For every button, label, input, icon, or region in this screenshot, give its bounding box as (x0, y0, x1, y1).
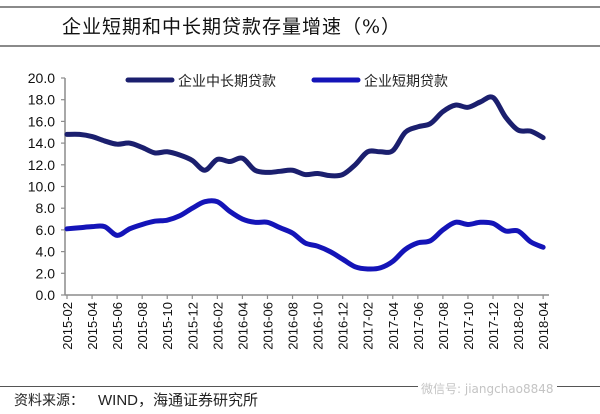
source-label: 资料来源： (14, 393, 84, 409)
x-tick-label: 2016-04 (235, 302, 250, 350)
source-note: 资料来源： WIND，海通证券研究所 (14, 389, 258, 410)
x-tick-label: 2015-06 (110, 302, 125, 350)
x-tick-label: 2017-04 (386, 302, 401, 350)
x-tick-label: 2016-08 (286, 302, 301, 350)
y-tick-label: 16.0 (28, 113, 55, 129)
x-tick-label: 2017-02 (361, 302, 376, 350)
y-tick-label: 18.0 (28, 92, 55, 108)
legend-label-short-term: 企业短期贷款 (364, 73, 448, 90)
legend-label-long-term: 企业中长期贷款 (178, 73, 276, 90)
x-tick-label: 2015-10 (160, 302, 175, 350)
x-tick-label: 2016-02 (210, 302, 225, 350)
y-tick-label: 2.0 (36, 265, 56, 281)
x-tick-label: 2017-06 (411, 302, 426, 350)
y-tick-label: 10.0 (28, 179, 55, 195)
legend: 企业中长期贷款 企业短期贷款 (125, 73, 448, 90)
y-tick-label: 4.0 (36, 244, 56, 260)
x-tick-label: 2017-10 (461, 302, 476, 350)
source-text: WIND，海通证券研究所 (98, 392, 258, 409)
y-tick-label: 12.0 (28, 157, 55, 173)
x-tick-label: 2015-02 (60, 302, 75, 350)
x-tick-label: 2017-08 (436, 302, 451, 350)
x-tick-label: 2016-12 (336, 302, 351, 350)
x-tick-label: 2016-06 (260, 302, 275, 350)
x-tick-label: 2015-12 (185, 302, 200, 350)
series-line-long-term (64, 94, 546, 179)
x-tick-label: 2015-08 (135, 302, 150, 350)
y-tick-label: 20.0 (28, 70, 55, 86)
x-tick-label: 2016-10 (311, 302, 326, 350)
line-chart: 0.0 2.0 4.0 6.0 8.0 10.0 12.0 14.0 16.0 18.0 20.0 2… (28, 70, 551, 350)
series-lines (64, 94, 546, 272)
title-rule (0, 45, 600, 47)
x-tick-label: 2017-12 (486, 302, 501, 350)
watermark: 微信号: jiangchao8848 (418, 380, 557, 397)
x-tick-label: 2018-02 (511, 302, 526, 350)
y-tick-label: 0.0 (36, 287, 56, 303)
x-tick-label: 2015-04 (85, 302, 100, 350)
axes: 0.0 2.0 4.0 6.0 8.0 10.0 12.0 14.0 16.0 18.0 20.0 2… (28, 70, 551, 350)
source-rule (0, 386, 600, 387)
y-tick-label: 14.0 (28, 135, 55, 151)
chart-title: 企业短期和中长期贷款存量增速（%） (62, 16, 402, 38)
x-tick-label: 2018-04 (536, 302, 551, 350)
y-tick-label: 6.0 (36, 222, 56, 238)
top-rule (0, 6, 600, 8)
y-tick-label: 8.0 (36, 200, 56, 216)
series-line-short-term (64, 198, 546, 272)
